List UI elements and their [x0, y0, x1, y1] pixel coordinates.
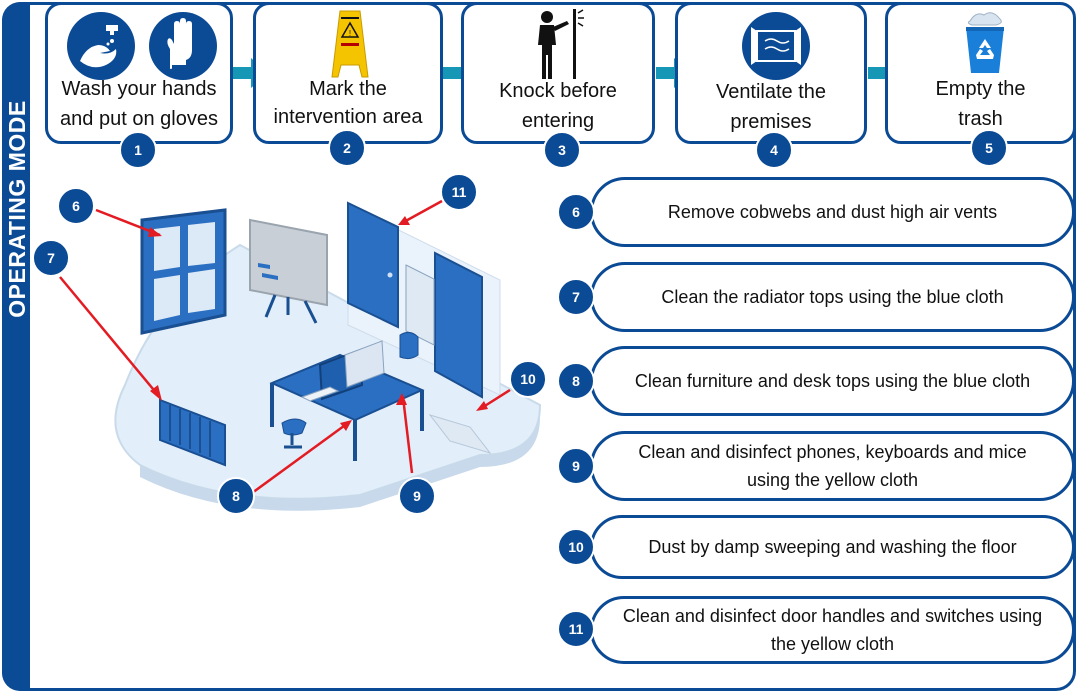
- hand-wash-icon: [67, 12, 135, 80]
- chair-base: [284, 433, 302, 449]
- callout-line-7: [59, 276, 159, 396]
- keyboard: [300, 386, 340, 402]
- window-ventilate-icon: [742, 12, 810, 80]
- step-2-number: 2: [328, 129, 366, 167]
- step-1-label-line2: and put on gloves: [60, 108, 218, 130]
- monitor-right: [344, 340, 385, 388]
- step-3-number: 3: [543, 131, 581, 169]
- callout-line-8: [251, 421, 349, 495]
- rule-9-number: 9: [557, 447, 595, 485]
- door-handle-icon: [387, 272, 393, 278]
- window-panes: [154, 222, 215, 321]
- step-3-label-line1: Knock before: [499, 80, 617, 102]
- step-5-card: Empty the trash: [885, 2, 1076, 144]
- callout-arrow-8: [340, 420, 352, 431]
- svg-text:!: !: [349, 29, 351, 38]
- knock-door-icon: [538, 9, 584, 79]
- rule-6-number: 6: [557, 193, 595, 231]
- scene-callout-10: 10: [509, 360, 547, 398]
- rule-7-text: Clean the radiator tops using the blue c…: [661, 287, 1004, 307]
- scene-callout-9: 9: [398, 477, 436, 515]
- step-1-label-line1: Wash your hands: [61, 78, 217, 100]
- whiteboard-stand: [264, 294, 318, 324]
- rule-11-text: Clean and disinfect door handles and swi…: [617, 602, 1048, 658]
- step-2-label-line1: Mark the: [309, 78, 387, 100]
- recycle-bin-icon: [966, 12, 1004, 73]
- step-4-number: 4: [755, 131, 793, 169]
- step-2-label-line2: intervention area: [273, 106, 423, 128]
- whiteboard-notes: [258, 263, 278, 280]
- chair-seat: [281, 418, 307, 436]
- office-room-illustration: [59, 199, 542, 511]
- callout-arrow-11: [398, 216, 410, 225]
- sidebar-title: OPERATING MODE: [4, 100, 30, 318]
- rule-7-card: Clean the radiator tops using the blue c…: [590, 262, 1075, 332]
- rule-9-card: Clean and disinfect phones, keyboards an…: [590, 431, 1075, 501]
- step-1-card: Wash your hands and put on gloves: [45, 2, 233, 144]
- door-right: [434, 251, 483, 399]
- radiator: [159, 398, 226, 467]
- rule-6-text: Remove cobwebs and dust high air vents: [667, 202, 998, 222]
- step-2-card: ! Mark the intervention area: [253, 2, 443, 144]
- chair-back: [399, 331, 419, 360]
- wet-floor-sign-icon: !: [331, 10, 369, 78]
- callout-line-11: [401, 199, 443, 225]
- rule-10-card: Dust by damp sweeping and washing the fl…: [590, 515, 1075, 579]
- rule-9-text: Clean and disinfect phones, keyboards an…: [632, 438, 1032, 494]
- rule-11-text-line1: Clean and disinfect door handles and swi…: [622, 606, 1043, 626]
- scene-callout-11: 11: [440, 173, 478, 211]
- step-3-card: Knock before entering: [461, 2, 655, 144]
- callout-arrow-10: [476, 401, 488, 411]
- radiator-fins: [169, 405, 211, 457]
- callout-line-9: [401, 396, 414, 474]
- rule-9-text-line1: Clean and disinfect phones, keyboards an…: [638, 442, 1027, 462]
- step-1-number: 1: [119, 131, 157, 169]
- step-5-number: 5: [970, 129, 1008, 167]
- rule-11-text-line2: the yellow cloth: [770, 634, 895, 654]
- rule-9-text-line2: using the yellow cloth: [746, 470, 919, 490]
- scene-callout-8: 8: [217, 477, 255, 515]
- gloves-icon: [149, 12, 217, 80]
- desk-legs: [270, 355, 424, 461]
- step-4-label-line2: premises: [730, 111, 812, 133]
- rule-7-number: 7: [557, 278, 595, 316]
- step-5-label-line2: trash: [958, 108, 1003, 130]
- callout-arrow-9: [396, 393, 407, 405]
- glass-panel: [405, 264, 435, 346]
- sidebar: OPERATING MODE: [2, 2, 30, 691]
- door-left: [347, 201, 399, 329]
- rule-6-card: Remove cobwebs and dust high air vents: [590, 177, 1075, 247]
- step-4-card: Ventilate the premises: [675, 2, 867, 144]
- whiteboard: [249, 218, 328, 307]
- callout-arrow-7: [150, 385, 162, 401]
- rule-8-number: 8: [557, 362, 595, 400]
- rule-8-text: Clean furniture and desk tops using the …: [634, 371, 1031, 391]
- step-5-label-line1: Empty the: [935, 78, 1026, 100]
- rule-10-number: 10: [557, 528, 595, 566]
- rule-11-number: 11: [557, 610, 595, 648]
- rule-10-text: Dust by damp sweeping and washing the fl…: [648, 537, 1017, 557]
- scene-callout-6: 6: [57, 187, 95, 225]
- rule-11-card: Clean and disinfect door handles and swi…: [590, 596, 1075, 664]
- step-3-label-line2: entering: [521, 110, 595, 132]
- callout-arrow-6: [148, 227, 162, 237]
- rule-8-card: Clean furniture and desk tops using the …: [590, 346, 1075, 416]
- floor-mop: [428, 414, 492, 454]
- scene-callout-7: 7: [32, 239, 70, 277]
- step-4-label-line1: Ventilate the: [715, 81, 827, 103]
